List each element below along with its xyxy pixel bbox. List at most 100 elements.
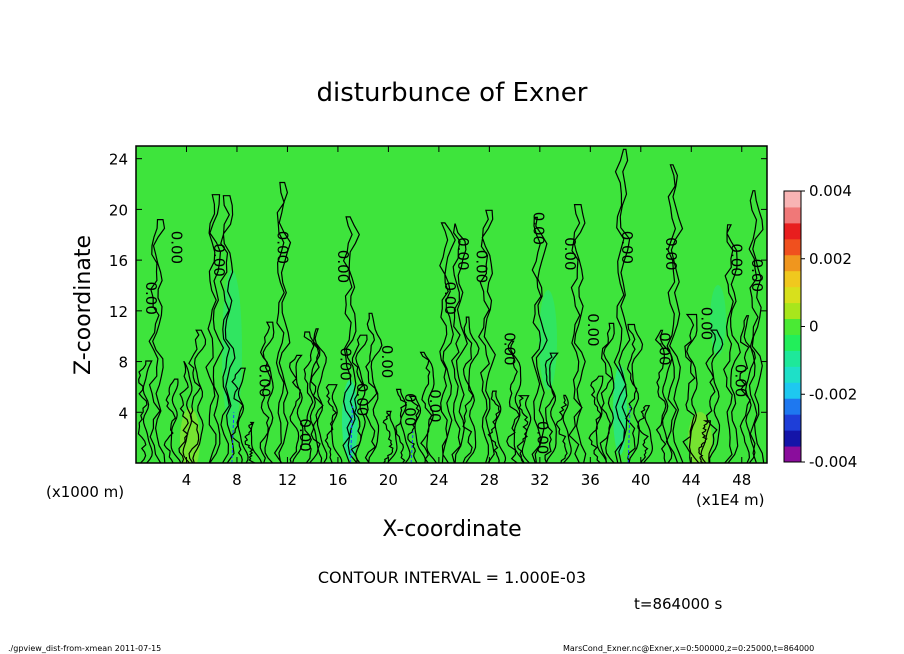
colorbar-cell — [784, 286, 801, 304]
contour-line — [395, 388, 411, 463]
colorbar-cell — [784, 414, 801, 431]
contour-label: 0.00 — [584, 313, 602, 346]
contour-line-negative — [410, 431, 414, 463]
colorbar-cell — [784, 350, 801, 367]
contour-label: 0.00 — [441, 281, 459, 314]
colorbar-cell — [784, 191, 801, 208]
patch-negative — [710, 285, 726, 355]
contour-label: 0.00 — [454, 237, 472, 270]
contour-label: 0.00 — [501, 332, 519, 365]
contour-line — [350, 334, 368, 463]
contour-line — [739, 315, 756, 463]
colorbar-cell — [784, 334, 801, 351]
x-tick-label: 16 — [328, 471, 347, 489]
contour-interval: CONTOUR INTERVAL = 1.000E-03 — [318, 568, 586, 587]
plot-area: 0.000.00 0.000.000.000.000.000.000.000.00… — [109, 145, 768, 489]
contour-line — [148, 219, 166, 463]
y-ticks: 4 8 12 16 20 24 — [109, 151, 767, 422]
contour-line — [310, 328, 328, 463]
contour-label: 0.00 — [353, 383, 371, 416]
contour-line — [451, 223, 468, 463]
footer-right: MarsCond_Exner.nc@Exner,x=0:500000,z=0:2… — [563, 644, 814, 653]
contour-line — [555, 394, 572, 463]
colorbar-tick-label: 0.004 — [809, 182, 852, 200]
time-label: t=864000 s — [634, 595, 722, 613]
contour-line — [682, 313, 700, 463]
contour-label: 0.00 — [530, 212, 548, 245]
contour-label: 0.00 — [273, 231, 291, 264]
patch-negative — [539, 290, 557, 390]
contour-line — [407, 395, 426, 463]
contour-line — [705, 329, 724, 463]
plot-frame — [135, 145, 768, 464]
contour-label: 0.00 — [142, 281, 160, 314]
colorbar-tick-label: 0 — [809, 318, 819, 336]
contour-line — [439, 222, 456, 463]
contour-line — [544, 352, 559, 463]
x-tick-label: 20 — [379, 471, 398, 489]
patch-positive — [180, 408, 200, 463]
contour-label: 0.00 — [533, 421, 551, 454]
contour-label: 0.00 — [561, 237, 579, 270]
x-tick-label: 40 — [631, 471, 650, 489]
contour-line — [382, 410, 398, 463]
contour-line — [230, 367, 249, 463]
contour-label: 0.00 — [748, 259, 766, 292]
colorbar-cell — [784, 318, 801, 335]
contour-label: 0.00 — [167, 231, 185, 264]
footer-left: ./gpview_dist-from-xmean 2011-07-15 — [8, 644, 161, 653]
colorbar-cell — [784, 398, 801, 415]
x-ticks: 4 8 12 16 20 24 28 32 36 40 44 48 — [182, 146, 751, 489]
contour-line — [637, 405, 654, 463]
x-tick-label: 28 — [480, 471, 499, 489]
contour-line — [342, 216, 360, 463]
colorbar-tick-label: 0.002 — [809, 250, 852, 268]
contour-line — [665, 164, 684, 463]
x-unit-right: (x1E4 m) — [696, 491, 765, 509]
x-tick-label: 48 — [732, 471, 751, 489]
contour-lines — [137, 148, 765, 463]
contour-labels: 0.000.00 0.000.000.000.000.000.000.000.00… — [142, 212, 766, 455]
y-tick-label: 20 — [109, 201, 128, 219]
contour-line — [259, 321, 275, 463]
contour-line — [625, 323, 644, 463]
patch-negative — [613, 365, 627, 455]
colorbar-cell — [784, 302, 801, 320]
colorbar-cell — [784, 446, 801, 463]
contour-line — [723, 224, 741, 463]
contour-line — [137, 360, 153, 463]
contour-line — [613, 148, 631, 463]
contour-line — [273, 181, 292, 463]
contour-label: 0.00 — [728, 243, 746, 276]
x-tick-label: 4 — [182, 471, 192, 489]
patch-negative — [222, 270, 242, 430]
colorbar-tick-label: -0.002 — [809, 385, 857, 403]
colorbar-cell — [784, 430, 801, 447]
contour-line — [748, 190, 765, 463]
contour-line — [219, 195, 236, 463]
contour-label: 0.00 — [697, 307, 715, 340]
contour-line — [324, 384, 343, 463]
contour-line — [531, 216, 548, 463]
contour-label: 0.00 — [336, 347, 354, 380]
contour-line — [462, 316, 480, 463]
contour-line — [506, 340, 525, 463]
contour-label: 0.00 — [210, 243, 228, 276]
contour-line — [419, 351, 437, 463]
colorbar-cells — [784, 191, 801, 463]
contour-label: 0.00 — [256, 364, 274, 397]
x-tick-label: 44 — [682, 471, 701, 489]
y-axis-label: Z-coordinate — [71, 235, 96, 375]
x-unit-left: (x1000 m) — [46, 483, 124, 501]
colorbar-cell — [784, 366, 801, 383]
colorbar-cell — [784, 238, 801, 256]
contour-line — [568, 204, 587, 463]
contour-label: 0.00 — [378, 345, 396, 378]
contour-line — [516, 395, 532, 463]
contour-line — [477, 209, 496, 463]
chart-title: disturbunce of Exner — [317, 78, 588, 108]
contour-label: 0.00 — [656, 332, 674, 365]
x-tick-label: 12 — [278, 471, 297, 489]
contour-label: 0.00 — [473, 250, 491, 283]
y-tick-label: 16 — [109, 252, 128, 270]
